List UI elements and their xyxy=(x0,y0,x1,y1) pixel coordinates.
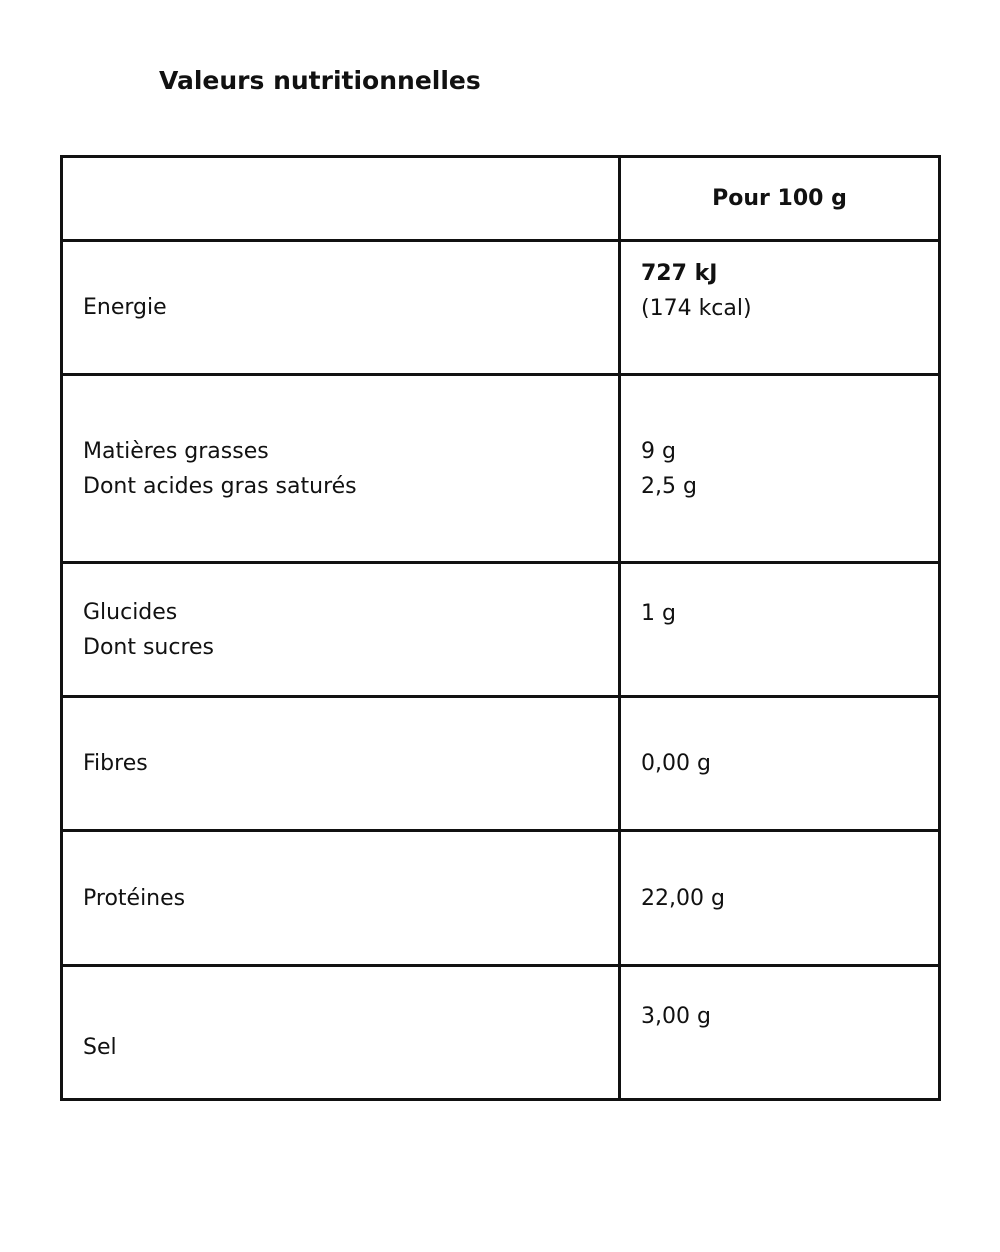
page-title: Valeurs nutritionnelles xyxy=(159,66,481,95)
table-row: Energie 727 kJ (174 kcal) xyxy=(60,239,941,376)
table-row: Matières grasses Dont acides gras saturés… xyxy=(60,373,941,564)
row-value: 9 g xyxy=(641,438,676,464)
row-label: Dont acides gras saturés xyxy=(83,473,357,499)
table-row: Protéines 22,00 g xyxy=(60,829,941,967)
row-value: (174 kcal) xyxy=(641,296,752,321)
row-label: Sel xyxy=(83,1035,117,1060)
table-row: Sel 3,00 g xyxy=(60,964,941,1101)
row-label: Fibres xyxy=(83,751,148,776)
row-label: Matières grasses xyxy=(83,438,269,464)
table-row: Fibres 0,00 g xyxy=(60,695,941,832)
nutrition-table: Pour 100 g Energie 727 kJ (174 kcal) Matiè… xyxy=(60,155,941,1101)
table-header-row: Pour 100 g xyxy=(60,155,941,242)
row-label: Glucides xyxy=(83,599,178,625)
row-label: Energie xyxy=(83,295,167,320)
column-header: Pour 100 g xyxy=(618,155,941,242)
row-value: 22,00 g xyxy=(641,885,725,911)
row-value: 0,00 g xyxy=(641,751,711,776)
row-label: Protéines xyxy=(83,885,186,911)
row-value: 3,00 g xyxy=(641,1004,711,1029)
row-value: 2,5 g xyxy=(641,473,697,499)
row-value: 727 kJ xyxy=(641,261,718,286)
row-value: 1 g xyxy=(641,601,676,626)
table-row: Glucides Dont sucres 1 g xyxy=(60,561,941,698)
row-label: Dont sucres xyxy=(83,634,215,660)
